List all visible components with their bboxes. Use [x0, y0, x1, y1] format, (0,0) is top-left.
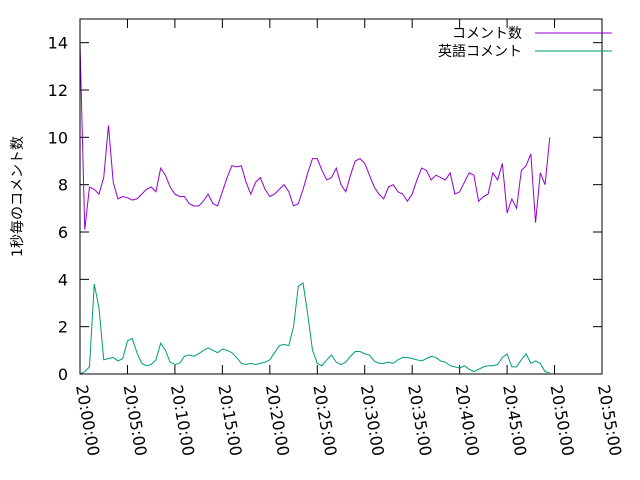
y-tick-label: 12 — [48, 81, 68, 100]
y-tick-label: 10 — [48, 128, 68, 147]
y-tick-label: 0 — [58, 365, 68, 384]
tick-marks — [79, 19, 603, 375]
y-tick-label: 2 — [58, 318, 68, 337]
legend-label-1: コメント数 — [452, 26, 522, 42]
y-axis-label: 1秒毎のコメント数 — [10, 136, 26, 257]
y-tick-label: 4 — [58, 270, 68, 289]
y-tick-label: 14 — [48, 34, 68, 53]
series-lines — [79, 42, 551, 375]
series-line-1 — [79, 42, 551, 230]
legend-label-2: 英語コメント — [438, 43, 522, 60]
series-line-2 — [79, 281, 550, 375]
y-tick-label: 8 — [58, 176, 68, 195]
plot-frame — [79, 18, 603, 375]
y-tick-label: 6 — [58, 223, 68, 242]
